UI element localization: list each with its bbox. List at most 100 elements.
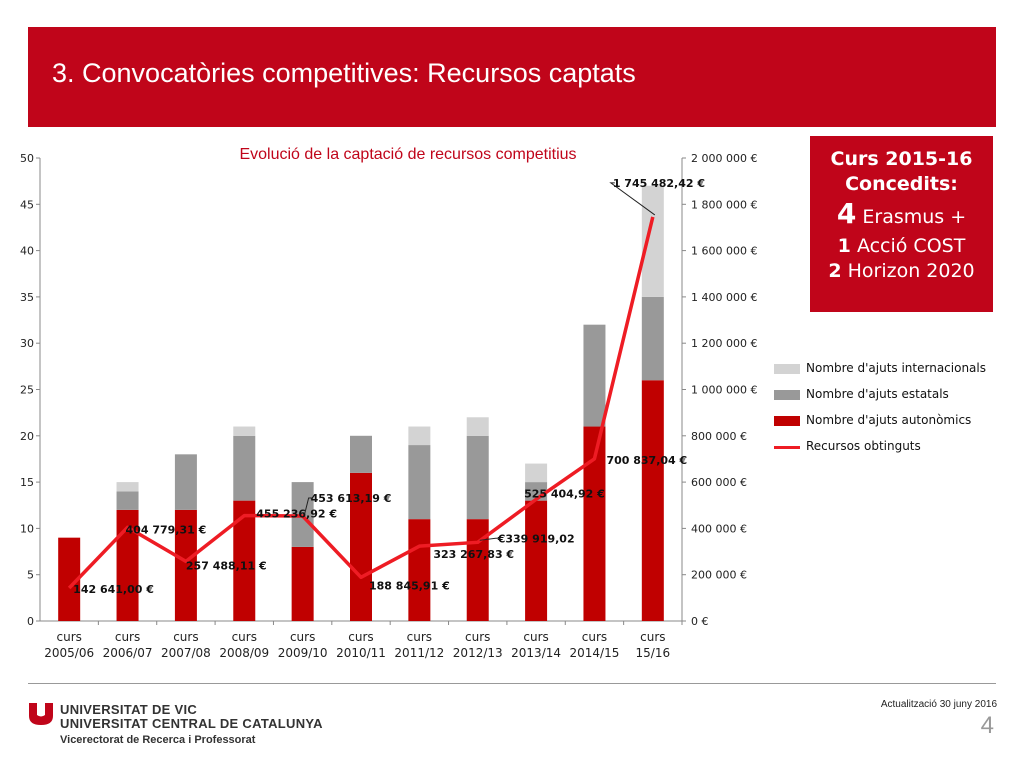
y-tick-label-right: 0 € <box>691 615 709 628</box>
y-tick-label-left: 5 <box>27 569 34 582</box>
bar-segment-series-2 <box>408 427 430 446</box>
info-line-granted: Concedits: <box>810 172 993 197</box>
info-line-horizon: 2 Horizon 2020 <box>810 259 993 284</box>
y-tick-label-left: 15 <box>20 476 34 489</box>
data-label-recursos: 700 837,04 € <box>606 454 687 467</box>
bar-segment-series-1 <box>642 297 664 380</box>
y-tick-label-right: 200 000 € <box>691 569 747 582</box>
bar-segment-series-2 <box>642 186 664 297</box>
x-tick-label: 2008/09 <box>219 646 269 660</box>
y-tick-label-right: 400 000 € <box>691 522 747 535</box>
legend-label-international: Nombre d'ajuts internacionals <box>806 361 986 375</box>
bar-segment-series-0 <box>467 519 489 621</box>
horizon-count: 2 <box>828 260 841 282</box>
bar-segment-series-0 <box>292 547 314 621</box>
info-box: Curs 2015-16 Concedits: 4 Erasmus + 1 Ac… <box>810 136 993 312</box>
vicerectorat-label: Vicerectorat de Recerca i Professorat <box>60 734 255 746</box>
y-tick-label-left: 45 <box>20 198 34 211</box>
bar-segment-series-1 <box>175 454 197 510</box>
y-tick-label-right: 800 000 € <box>691 430 747 443</box>
legend-label-resources: Recursos obtinguts <box>806 439 921 453</box>
y-tick-label-left: 30 <box>20 337 34 350</box>
y-tick-label-right: 1 200 000 € <box>691 337 757 350</box>
y-tick-label-left: 20 <box>20 430 34 443</box>
bar-line-chart: Evolució de la captació de recursos comp… <box>0 130 780 670</box>
x-tick-label: 2007/08 <box>161 646 211 660</box>
bar-segment-series-1 <box>233 436 255 501</box>
legend-label-state: Nombre d'ajuts estatals <box>806 387 949 401</box>
university-name-line1: UNIVERSITAT DE VIC <box>60 702 197 717</box>
y-tick-label-right: 2 000 000 € <box>691 152 757 165</box>
x-tick-label: curs <box>348 630 373 644</box>
data-label-recursos: 525 404,92 € <box>524 487 605 500</box>
data-label-recursos: 257 488,11 € <box>186 559 267 572</box>
x-tick-label: 2006/07 <box>103 646 153 660</box>
x-tick-label: curs <box>640 630 665 644</box>
bar-segment-series-0 <box>525 501 547 621</box>
bar-segment-series-0 <box>642 380 664 621</box>
info-line-erasmus: 4 Erasmus + <box>810 197 993 234</box>
y-tick-label-right: 1 000 000 € <box>691 384 757 397</box>
bar-segment-series-1 <box>350 436 372 473</box>
x-tick-label: curs <box>173 630 198 644</box>
update-date: Actualització 30 juny 2016 <box>881 699 997 710</box>
horizon-label: Horizon 2020 <box>848 260 975 282</box>
info-line-course: Curs 2015-16 <box>810 146 993 172</box>
bar-segment-series-2 <box>525 464 547 483</box>
x-tick-label: 15/16 <box>636 646 671 660</box>
legend-label-regional: Nombre d'ajuts autonòmics <box>806 413 971 427</box>
bar-segment-series-1 <box>583 325 605 427</box>
y-tick-label-left: 40 <box>20 245 34 258</box>
data-label-recursos: 142 641,00 € <box>73 583 154 596</box>
data-label-recursos: 453 613,19 € <box>311 492 392 505</box>
y-tick-label-left: 0 <box>27 615 34 628</box>
y-tick-label-right: 600 000 € <box>691 476 747 489</box>
erasmus-label: Erasmus + <box>862 206 966 228</box>
x-tick-label: curs <box>56 630 81 644</box>
x-tick-label: 2013/14 <box>511 646 561 660</box>
bar-segment-series-2 <box>467 417 489 436</box>
bar-segment-series-1 <box>117 491 139 510</box>
y-tick-label-left: 35 <box>20 291 34 304</box>
footer-divider <box>28 683 996 684</box>
page-number: 4 <box>981 712 994 740</box>
y-tick-label-right: 1 800 000 € <box>691 198 757 211</box>
university-name-line2: UNIVERSITAT CENTRAL DE CATALUNYA <box>60 716 323 731</box>
x-tick-label: curs <box>465 630 490 644</box>
x-tick-label: 2005/06 <box>44 646 94 660</box>
x-tick-label: curs <box>582 630 607 644</box>
data-label-recursos: 188 845,91 € <box>369 579 450 592</box>
cost-label: Acció COST <box>857 235 965 257</box>
legend-swatch-international <box>774 364 800 374</box>
x-tick-label: 2014/15 <box>570 646 620 660</box>
y-tick-label-left: 25 <box>20 384 34 397</box>
x-tick-label: 2011/12 <box>394 646 444 660</box>
x-tick-label: curs <box>115 630 140 644</box>
cost-count: 1 <box>838 235 851 257</box>
legend-swatch-regional <box>774 416 800 426</box>
x-tick-label: 2009/10 <box>278 646 328 660</box>
legend-swatch-resources <box>774 446 800 449</box>
y-tick-label-left: 50 <box>20 152 34 165</box>
bar-segment-series-1 <box>408 445 430 519</box>
info-line-cost: 1 Acció COST <box>810 234 993 259</box>
x-tick-label: 2010/11 <box>336 646 386 660</box>
data-label-recursos: 323 267,83 € <box>433 548 514 561</box>
data-label-recursos: 1 745 482,42 € <box>613 177 705 190</box>
x-tick-label: 2012/13 <box>453 646 503 660</box>
x-tick-label: curs <box>232 630 257 644</box>
chart-bars <box>58 186 664 621</box>
y-tick-label-right: 1 400 000 € <box>691 291 757 304</box>
chart-title: Evolució de la captació de recursos comp… <box>239 146 576 163</box>
bar-segment-series-1 <box>467 436 489 519</box>
x-tick-label: curs <box>290 630 315 644</box>
data-label-recursos: 455 236,92 € <box>256 508 337 521</box>
data-label-recursos: €339 919,02 <box>497 532 575 545</box>
bar-segment-series-2 <box>233 427 255 436</box>
legend-swatch-state <box>774 390 800 400</box>
x-tick-label: curs <box>523 630 548 644</box>
bar-segment-series-0 <box>408 519 430 621</box>
y-tick-label-left: 10 <box>20 522 34 535</box>
data-label-recursos: 404 779,31 € <box>126 523 207 536</box>
y-tick-label-right: 1 600 000 € <box>691 245 757 258</box>
